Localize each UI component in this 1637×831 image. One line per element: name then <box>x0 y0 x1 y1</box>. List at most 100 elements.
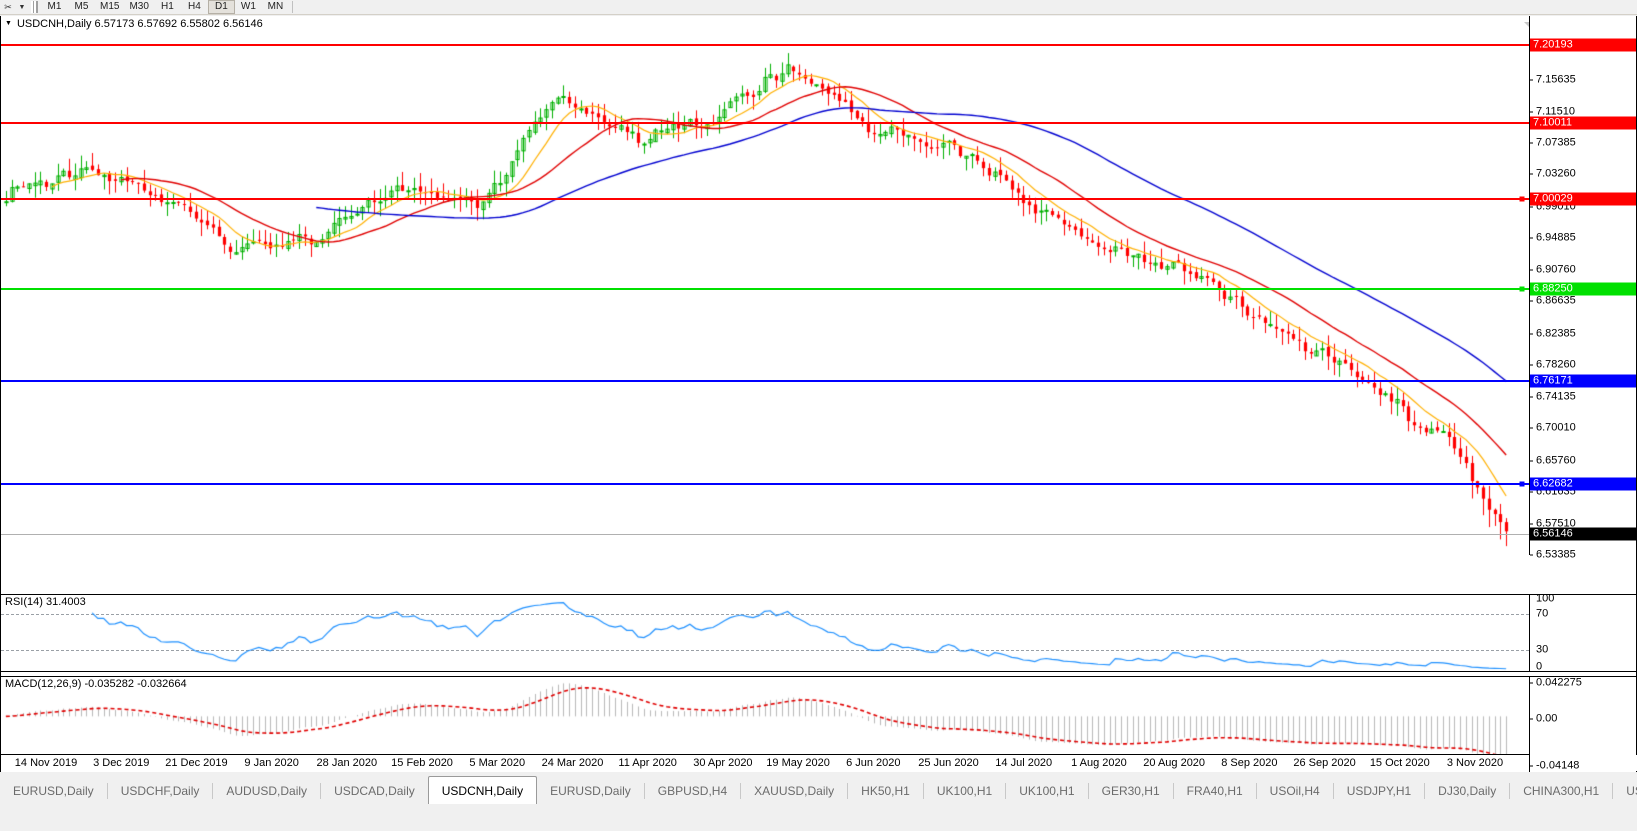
date-tick-label: 1 Aug 2020 <box>1071 757 1127 769</box>
timeframe-button-m5[interactable]: M5 <box>74 1 89 12</box>
price-axis[interactable]: 7.15635 7.11510 7.07385 7.03260 6.99010 6.948… <box>1529 16 1636 560</box>
current-price-tag: 6.56146 <box>1530 527 1636 541</box>
horizontal-level-line-6.76171[interactable] <box>1 380 1529 383</box>
date-tick-label: 30 Apr 2020 <box>693 757 753 769</box>
date-axis[interactable]: 14 Nov 2019 3 Dec 2019 21 Dec 2019 9 Jan 20… <box>1 754 1637 771</box>
macd-plot[interactable] <box>1 677 1529 772</box>
price-tick-label: 6.57510 <box>1536 517 1576 530</box>
chart-tab-xauusd-daily[interactable]: XAUUSD,Daily <box>754 784 835 798</box>
chart-tab-gbpusd-h4[interactable]: GBPUSD,H4 <box>657 784 728 798</box>
price-tick-mark <box>1530 427 1533 429</box>
macd-axis-label: 0.042275 <box>1536 676 1582 689</box>
date-tick-label: 9 Jan 2020 <box>244 757 299 769</box>
date-tick-label: 15 Oct 2020 <box>1369 757 1430 769</box>
chart-tab-audusd-daily[interactable]: AUDUSD,Daily <box>226 784 308 798</box>
macd-axis-label: 0.00 <box>1536 712 1558 725</box>
price-tick-mark <box>1530 206 1533 208</box>
price-tick-mark <box>1530 173 1533 175</box>
price-level-tag-6.76171[interactable]: 6.76171 <box>1530 374 1636 388</box>
current-price-line <box>1 533 1529 535</box>
tab-divider <box>847 783 849 799</box>
timeframe-button-m1[interactable]: M1 <box>47 1 62 12</box>
horizontal-level-line-6.88250[interactable] <box>1 288 1529 290</box>
chart-tab-usdcad-daily[interactable]: USDCAD,Daily <box>334 784 415 798</box>
toolbar-divider <box>291 1 293 13</box>
price-tick-mark <box>1530 237 1533 239</box>
date-tick-label: 25 Jun 2020 <box>918 757 979 769</box>
chart-tab-usoil-h1[interactable]: USOil,H1 <box>1626 784 1637 798</box>
rsi-axis-label-100: 100 <box>1536 592 1555 605</box>
horizontal-level-line-7.20193[interactable] <box>1 44 1529 47</box>
rsi-axis-label-0: 0 <box>1536 660 1543 673</box>
price-tick-label: 6.65760 <box>1536 454 1576 467</box>
chart-tab-uk100-h1[interactable]: UK100,H1 <box>1019 784 1075 798</box>
tab-divider <box>643 783 645 799</box>
chart-tab-usdjpy-h1[interactable]: USDJPY,H1 <box>1346 784 1412 798</box>
date-tick-label: 26 Sep 2020 <box>1293 757 1356 769</box>
chart-tab-eurusd-daily[interactable]: EURUSD,Daily <box>550 784 631 798</box>
price-tick-label: 6.74135 <box>1536 390 1576 403</box>
price-level-tag-7.00029[interactable]: 7.00029 <box>1530 192 1636 206</box>
price-level-tag-6.88250[interactable]: 6.88250 <box>1530 282 1636 296</box>
timeframe-button-m15[interactable]: M15 <box>100 1 120 12</box>
timeframe-button-m30[interactable]: M30 <box>129 1 149 12</box>
price-tick-mark <box>1530 364 1533 366</box>
rsi-label: RSI(14) 31.4003 <box>5 596 86 608</box>
price-level-tag-7.10011[interactable]: 7.10011 <box>1530 116 1636 130</box>
rsi-plot[interactable] <box>1 595 1529 671</box>
price-tick-mark <box>1530 396 1533 398</box>
toolbar-drag-handle[interactable] <box>31 1 38 13</box>
horizontal-level-line-6.62682[interactable] <box>1 483 1529 486</box>
timeframe-button-d1[interactable]: D1 <box>207 0 235 14</box>
level-anchor-handle[interactable] <box>1519 196 1525 202</box>
price-chart-plot[interactable] <box>1 30 1529 555</box>
timeframe-button-w1[interactable]: W1 <box>240 1 256 12</box>
chart-symbol-bar: ▼ USDCNH,Daily 6.57173 6.57692 6.55802 6… <box>1 16 1636 31</box>
macd-tick-mark <box>1530 682 1533 684</box>
price-level-tag-7.20193[interactable]: 7.20193 <box>1530 38 1636 52</box>
date-tick-label: 20 Aug 2020 <box>1143 757 1206 769</box>
price-tick-mark <box>1530 523 1533 525</box>
timeframe-button-h4[interactable]: H4 <box>188 1 201 12</box>
date-tick-label: 8 Sep 2020 <box>1221 757 1278 769</box>
horizontal-level-line-7.10011[interactable] <box>1 121 1529 124</box>
crosshair-icon[interactable]: ✂ <box>4 1 12 12</box>
price-level-tag-6.62682[interactable]: 6.62682 <box>1530 477 1636 491</box>
chart-tab-uk100-h1[interactable]: UK100,H1 <box>936 784 993 798</box>
tab-divider <box>320 783 322 799</box>
tab-divider <box>106 783 108 799</box>
tab-divider <box>1087 783 1089 799</box>
chart-tab-usdcnh-daily[interactable]: USDCNH,Daily <box>427 776 538 804</box>
level-anchor-handle[interactable] <box>1519 481 1525 487</box>
chart-tab-hk50-h1[interactable]: HK50,H1 <box>861 784 910 798</box>
timeframe-button-h1[interactable]: H1 <box>161 1 174 12</box>
price-tick-mark <box>1530 491 1533 493</box>
chevron-down-icon[interactable]: ▼ <box>18 3 26 11</box>
chart-tab-usoil-h4[interactable]: USOil,H4 <box>1269 784 1320 798</box>
date-tick-label: 28 Jan 2020 <box>316 757 378 769</box>
chart-tab-ger30-h1[interactable]: GER30,H1 <box>1101 784 1160 798</box>
chart-tab-china300-h1[interactable]: CHINA300,H1 <box>1523 784 1600 798</box>
chart-tab-eurusd-daily[interactable]: EURUSD,Daily <box>13 784 94 798</box>
tab-divider <box>1332 783 1334 799</box>
tab-divider <box>1612 783 1614 799</box>
timeframe-button-mn[interactable]: MN <box>267 1 284 12</box>
tab-divider <box>922 783 924 799</box>
date-tick-label: 14 Jul 2020 <box>995 757 1053 769</box>
chart-window: ▼ USDCNH,Daily 6.57173 6.57692 6.55802 6… <box>0 16 1637 772</box>
macd-tick-mark <box>1530 765 1533 767</box>
chart-tab-usdchf-daily[interactable]: USDCHF,Daily <box>120 784 200 798</box>
horizontal-level-line-7.00029[interactable] <box>1 198 1529 201</box>
chart-tab-fra40-h1[interactable]: FRA40,H1 <box>1186 784 1243 798</box>
price-tick-label: 6.78260 <box>1536 358 1576 371</box>
chart-tab-bar: EURUSD,Daily USDCHF,Daily AUDUSD,Daily USDC… <box>0 773 1637 831</box>
price-tick-label: 6.86635 <box>1536 294 1576 307</box>
level-anchor-handle[interactable] <box>1519 286 1525 292</box>
chart-collapse-icon[interactable]: ▼ <box>5 20 12 27</box>
price-tick-mark <box>1530 460 1533 462</box>
date-tick-label: 21 Dec 2019 <box>165 757 228 769</box>
macd-label: MACD(12,26,9) -0.035282 -0.032664 <box>5 678 187 690</box>
top-toolbar: ✂ ▼ M1 M5 M15 M30 H1 H4 D1 W1 MN <box>0 0 1637 15</box>
chart-tab-dj30-daily[interactable]: DJ30,Daily <box>1438 784 1497 798</box>
